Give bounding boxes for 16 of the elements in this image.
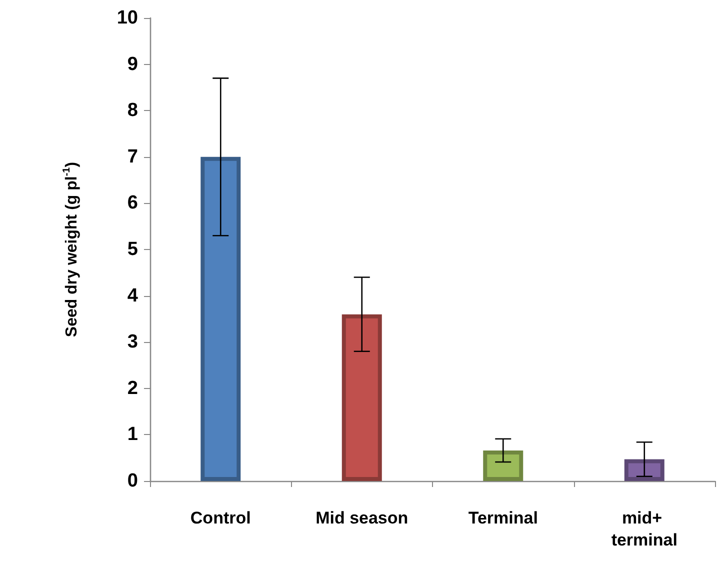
y-tick-label: 4 xyxy=(127,285,138,306)
y-tick-label: 0 xyxy=(127,470,138,492)
x-tick-label: Control xyxy=(190,508,251,528)
x-tick-label: mid+ terminal xyxy=(611,508,678,550)
y-tick-label: 7 xyxy=(127,146,138,168)
y-tick-label: 2 xyxy=(127,378,138,399)
y-tick-label: 5 xyxy=(127,239,138,260)
x-tick-label: Terminal xyxy=(468,508,538,528)
y-tick-label: 1 xyxy=(127,424,138,446)
x-tick-label: Mid season xyxy=(316,508,408,528)
y-axis-title: Seed dry weight (g pl-1) xyxy=(62,162,80,338)
y-tick-label: 8 xyxy=(127,100,138,122)
y-tick-label: 6 xyxy=(127,192,138,214)
y-tick-label: 3 xyxy=(127,332,138,353)
y-tick-label: 9 xyxy=(127,54,138,75)
y-tick-label: 10 xyxy=(116,8,138,28)
